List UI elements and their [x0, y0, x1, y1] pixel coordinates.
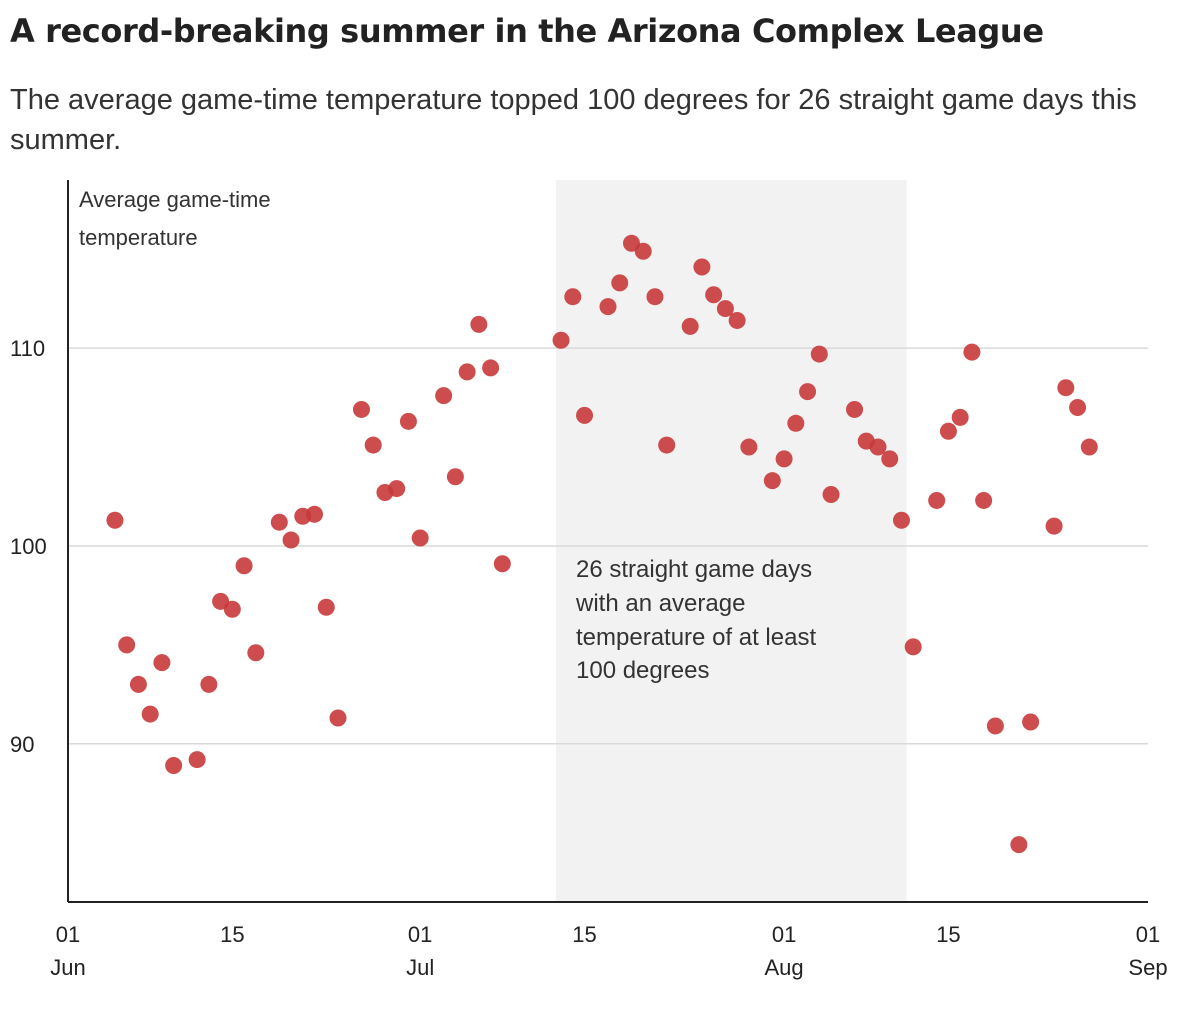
annotation-line-1: 26 straight game days: [576, 556, 812, 583]
data-point: [975, 491, 993, 509]
data-point: [1010, 836, 1028, 854]
data-point: [963, 343, 981, 361]
data-point: [787, 414, 805, 432]
chart-title: A record-breaking summer in the Arizona …: [10, 12, 1044, 50]
annotation-line-3: temperature of at least: [576, 624, 816, 651]
data-point: [317, 598, 335, 616]
data-point: [634, 242, 652, 260]
data-point: [1069, 398, 1087, 416]
annotation-line-2: with an average: [575, 590, 745, 617]
data-point: [306, 505, 324, 523]
data-point: [576, 406, 594, 424]
x-tick-month-label: Aug: [765, 955, 804, 980]
data-point: [822, 486, 840, 504]
data-point: [188, 751, 206, 769]
data-point: [482, 359, 500, 377]
data-point: [705, 286, 723, 304]
x-tick-label: 01: [772, 922, 796, 947]
data-point: [165, 757, 183, 775]
y-tick-label: 90: [10, 732, 34, 757]
data-point: [869, 438, 887, 456]
data-point: [740, 438, 758, 456]
x-tick-label: 15: [936, 922, 960, 947]
data-point: [763, 472, 781, 490]
x-tick-label: 15: [220, 922, 244, 947]
data-point: [411, 529, 429, 547]
data-point: [106, 511, 124, 529]
streak-highlight-band: [556, 180, 907, 902]
x-tick-label: 15: [572, 922, 596, 947]
data-point: [388, 480, 406, 498]
data-point: [658, 436, 676, 454]
data-point: [223, 600, 241, 618]
data-point: [681, 317, 699, 335]
data-point: [611, 274, 629, 292]
data-point: [599, 298, 617, 316]
data-point: [129, 675, 147, 693]
data-point: [986, 717, 1004, 735]
chart-subtitle: The average game-time temperature topped…: [10, 84, 1137, 156]
data-point: [892, 511, 910, 529]
x-tick-month-label: Sep: [1128, 955, 1167, 980]
data-point: [1022, 713, 1040, 731]
data-point: [939, 422, 957, 440]
data-point: [693, 258, 711, 276]
data-point: [282, 531, 300, 549]
data-point: [446, 468, 464, 486]
data-point: [118, 636, 136, 654]
data-point: [799, 383, 817, 401]
data-point: [928, 491, 946, 509]
data-point: [552, 331, 570, 349]
data-point: [329, 709, 347, 727]
data-point: [728, 311, 746, 329]
data-point: [470, 315, 488, 333]
data-point: [1057, 379, 1075, 397]
data-point: [646, 288, 664, 306]
data-point: [1080, 438, 1098, 456]
data-point: [435, 387, 453, 405]
data-point: [564, 288, 582, 306]
data-point: [364, 436, 382, 454]
y-axis-label-line-2: temperature: [79, 225, 198, 250]
data-point: [247, 644, 265, 662]
data-point: [716, 300, 734, 318]
data-point: [1045, 517, 1063, 535]
data-point: [200, 675, 218, 693]
annotation-line-4: 100 degrees: [576, 657, 709, 684]
data-point: [951, 408, 969, 426]
data-point: [775, 450, 793, 468]
data-point: [846, 400, 864, 418]
x-tick-month-label: Jun: [50, 955, 85, 980]
data-point: [493, 555, 511, 573]
data-point: [141, 705, 159, 723]
x-tick-label: 01: [56, 922, 80, 947]
x-tick-month-label: Jul: [406, 955, 434, 980]
data-point: [881, 450, 899, 468]
data-point: [904, 638, 922, 656]
x-tick-label: 01: [408, 922, 432, 947]
data-point: [270, 513, 288, 531]
data-point: [458, 363, 476, 381]
data-point: [153, 654, 171, 672]
data-point: [235, 557, 253, 575]
data-point: [352, 400, 370, 418]
y-tick-label: 100: [10, 534, 47, 559]
x-tick-label: 01: [1136, 922, 1160, 947]
data-point: [399, 412, 417, 430]
data-point: [810, 345, 828, 363]
y-axis-label-line-1: Average game-time: [79, 187, 271, 212]
y-tick-label: 110: [10, 336, 45, 361]
